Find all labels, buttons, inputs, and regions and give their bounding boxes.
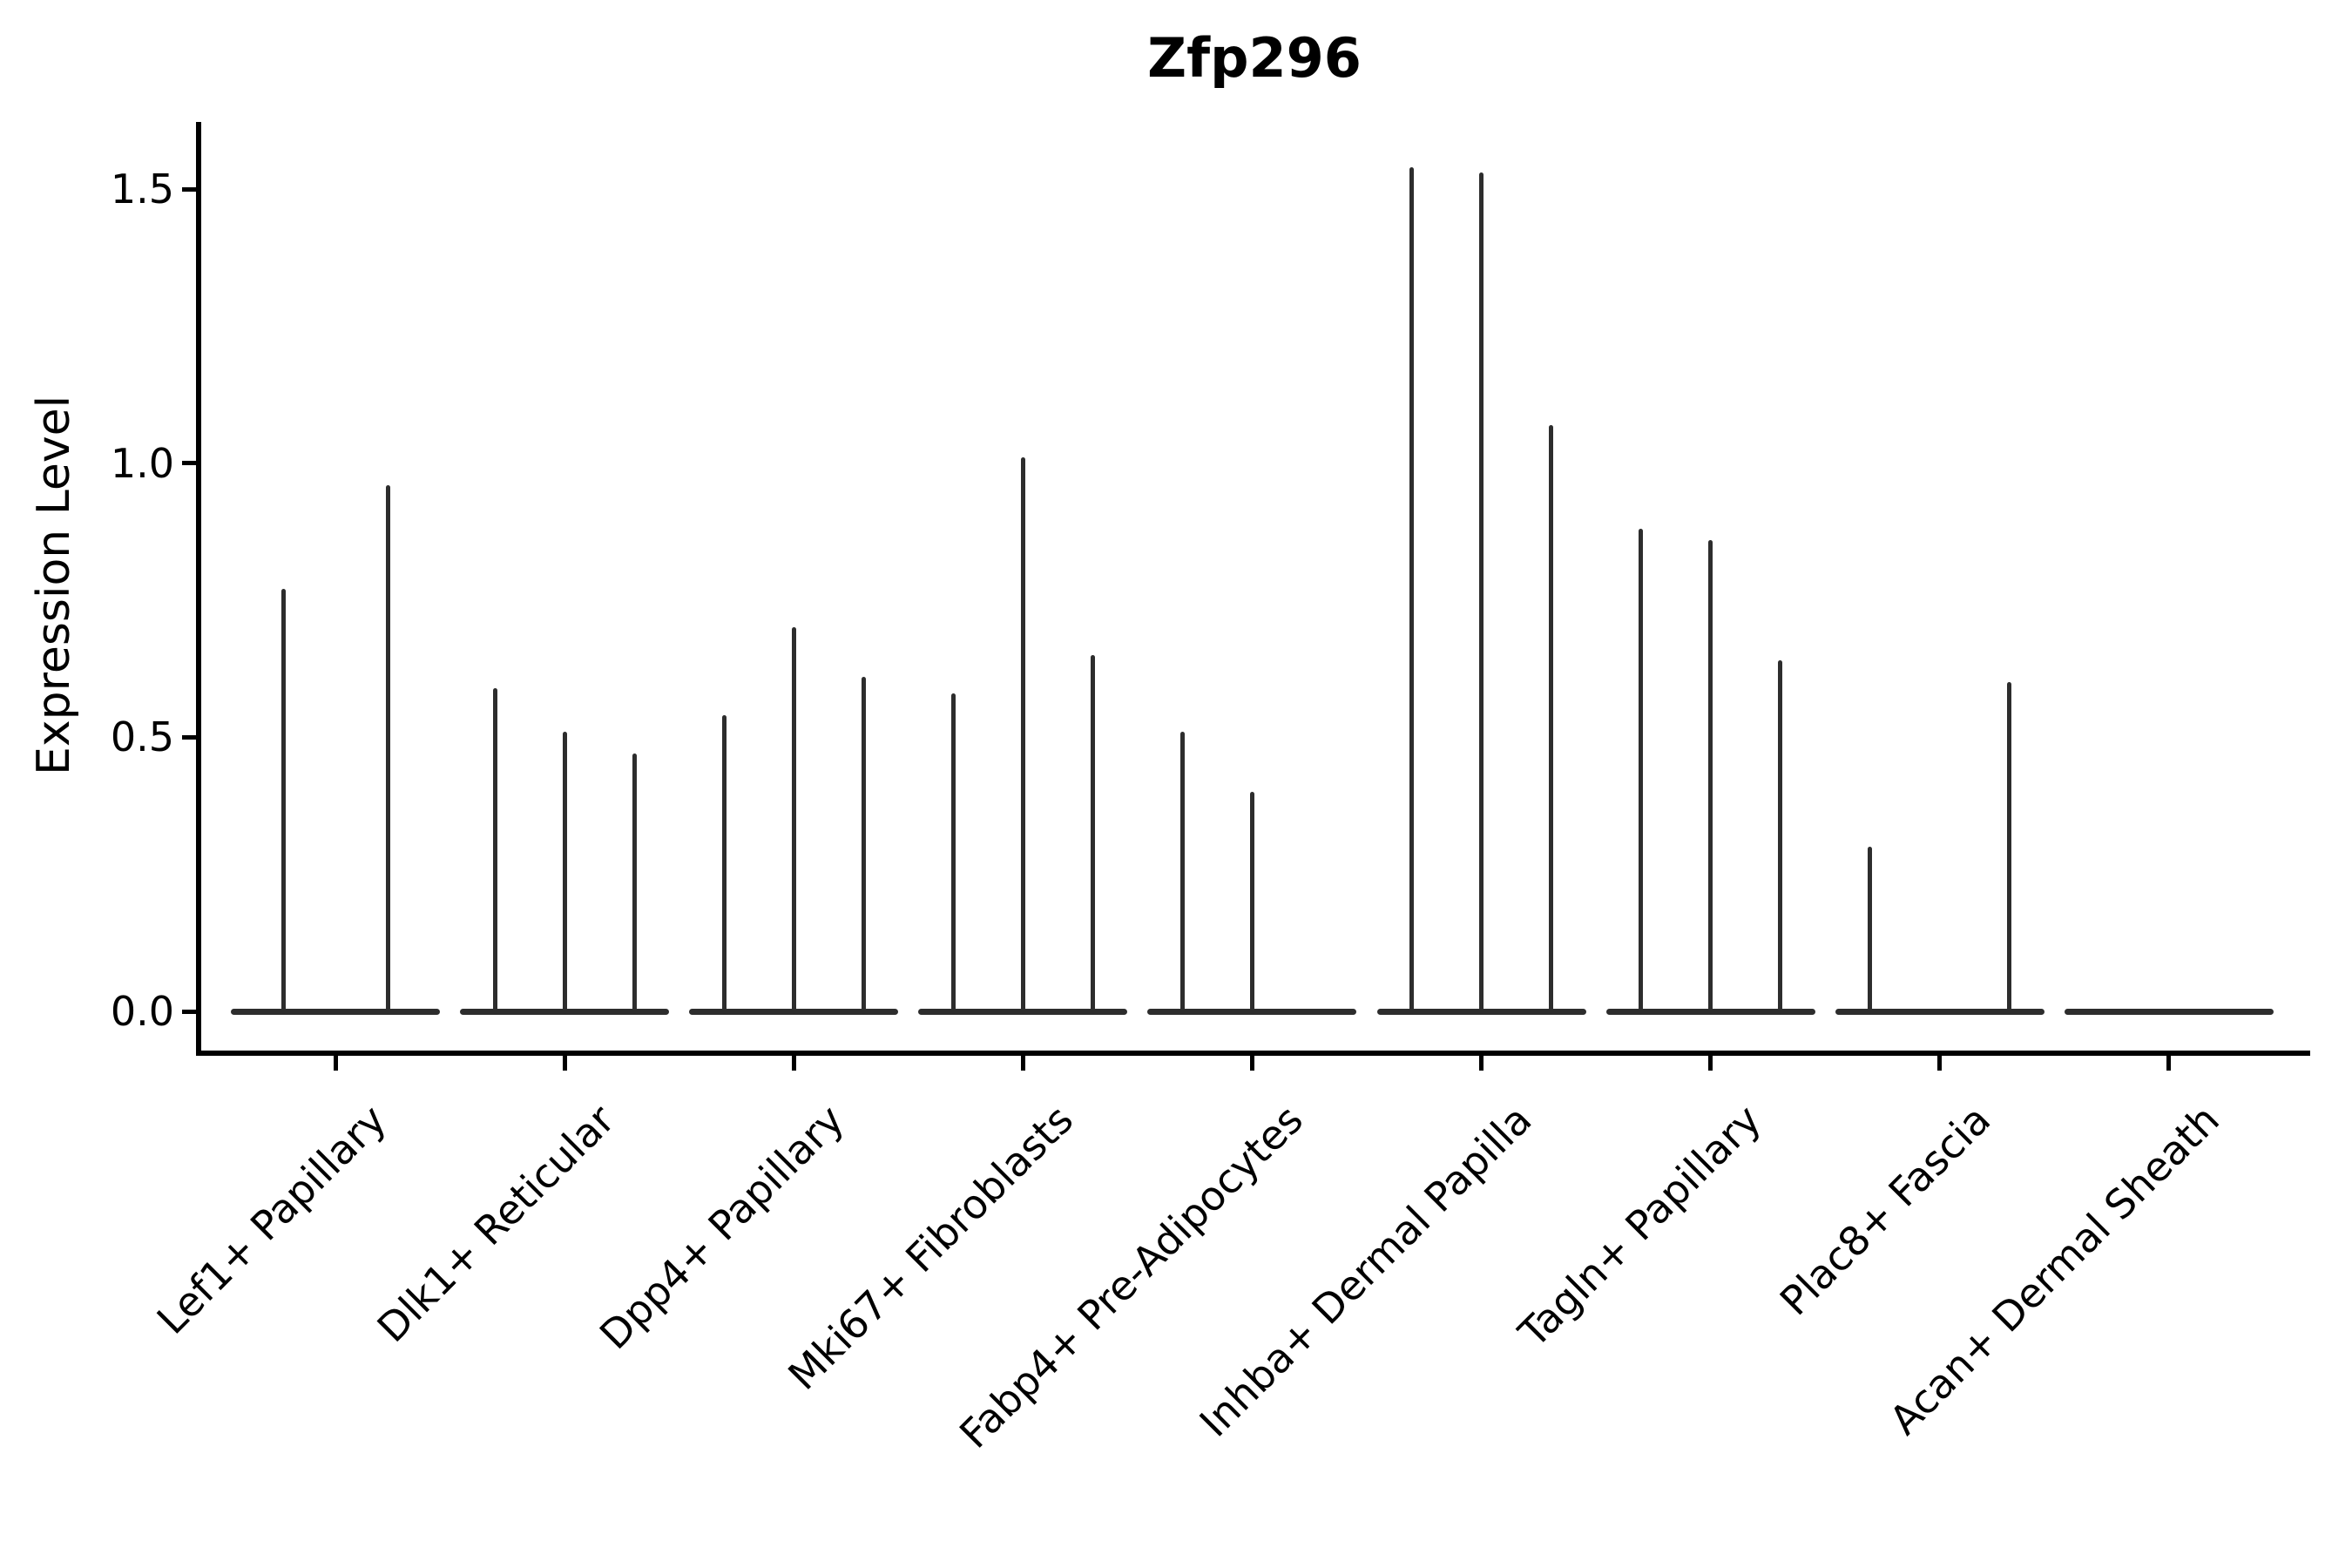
violin-baseline xyxy=(231,1008,440,1015)
x-tick-mark xyxy=(1020,1053,1025,1071)
x-tick-mark xyxy=(1708,1053,1713,1071)
y-tick-mark xyxy=(182,1009,199,1014)
x-tick-mark xyxy=(1479,1053,1484,1071)
y-tick-label: 0.5 xyxy=(110,713,174,761)
violin-spike xyxy=(1409,166,1414,1015)
violin-spike xyxy=(632,754,637,1015)
y-axis-spine xyxy=(196,122,201,1056)
violin-spike xyxy=(1639,529,1644,1015)
x-tick-mark xyxy=(1937,1053,1943,1071)
violin-spike xyxy=(791,627,796,1015)
violin-spike xyxy=(1179,732,1185,1015)
x-tick-mark xyxy=(562,1053,567,1071)
y-tick-label: 1.0 xyxy=(110,439,174,487)
x-category-label: Plac8+ Fascia xyxy=(1770,1096,1999,1325)
violin-spike xyxy=(861,677,866,1015)
x-category-label: Lef1+ Papillary xyxy=(147,1096,395,1343)
y-tick-mark xyxy=(182,734,199,740)
violin-spike xyxy=(1249,792,1254,1015)
violin-spike xyxy=(1708,539,1713,1015)
y-tick-label: 1.5 xyxy=(110,166,174,213)
violin-spike xyxy=(492,687,497,1015)
violin-spike xyxy=(1020,457,1025,1015)
violin-spike xyxy=(950,693,956,1015)
violin-spike xyxy=(1549,424,1553,1015)
y-tick-mark xyxy=(182,186,199,192)
violin-spike xyxy=(1479,172,1484,1015)
y-tick-label: 0.0 xyxy=(110,988,174,1035)
violin-spike xyxy=(1090,654,1095,1015)
x-tick-mark xyxy=(2166,1053,2172,1071)
violin-baseline xyxy=(2064,1008,2274,1015)
violin-spike xyxy=(280,589,286,1015)
x-category-label: Dpp4+ Papillary xyxy=(591,1096,854,1359)
violin-spike xyxy=(721,715,727,1015)
x-tick-mark xyxy=(1249,1053,1254,1071)
violin-spike xyxy=(1868,847,1873,1015)
violin-spike xyxy=(562,732,567,1015)
y-tick-mark xyxy=(182,461,199,466)
x-category-label: Dlk1+ Reticular xyxy=(368,1096,625,1352)
violin-spike xyxy=(385,484,390,1015)
violin-baseline xyxy=(1835,1008,2044,1015)
x-category-label: Tagln+ Papillary xyxy=(1509,1096,1770,1356)
violin-spike xyxy=(2007,682,2012,1015)
violin-spike xyxy=(1778,660,1783,1015)
x-tick-mark xyxy=(333,1053,338,1071)
x-tick-mark xyxy=(791,1053,796,1071)
plot-title: Zfp296 xyxy=(1147,26,1362,90)
